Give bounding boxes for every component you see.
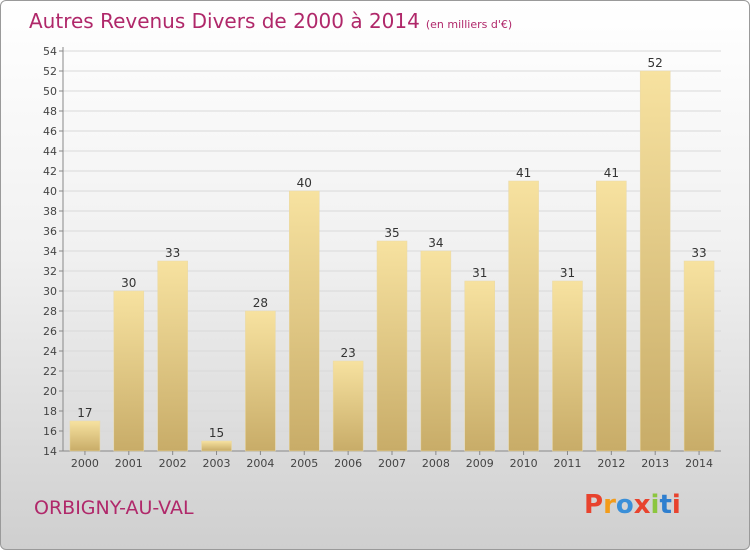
- bar: [420, 250, 452, 452]
- logo-letter: i: [671, 490, 681, 520]
- logo-letter: t: [659, 490, 672, 520]
- y-tick-label: 16: [43, 425, 57, 438]
- x-tick-label: 2004: [246, 457, 274, 470]
- bar: [113, 290, 145, 452]
- data-label: 28: [253, 296, 268, 310]
- proxiti-logo: Proxiti: [584, 490, 681, 520]
- x-tick-label: 2006: [334, 457, 362, 470]
- bar: [289, 190, 320, 452]
- data-label: 33: [165, 246, 180, 260]
- y-tick-label: 18: [43, 405, 57, 418]
- x-tick-label: 2007: [378, 457, 406, 470]
- logo-letter: i: [650, 490, 660, 520]
- x-tick-label: 2001: [115, 457, 143, 470]
- logo-letter: r: [603, 490, 616, 520]
- x-tick-label: 2009: [466, 457, 494, 470]
- y-tick-label: 20: [43, 385, 57, 398]
- bar: [683, 260, 715, 452]
- data-label: 41: [516, 166, 531, 180]
- x-tick-label: 2002: [159, 457, 187, 470]
- data-label: 17: [77, 406, 92, 420]
- y-tick-label: 30: [43, 285, 57, 298]
- x-tick-label: 2010: [510, 457, 538, 470]
- bar: [157, 260, 188, 452]
- data-label: 41: [604, 166, 619, 180]
- bar: [201, 440, 232, 452]
- x-tick-label: 2011: [553, 457, 581, 470]
- y-tick-label: 36: [43, 225, 57, 238]
- y-tick-label: 32: [43, 265, 57, 278]
- bar: [639, 70, 671, 452]
- logo-letter: o: [615, 490, 634, 520]
- x-tick-label: 2013: [641, 457, 669, 470]
- town-name: ORBIGNY-AU-VAL: [34, 497, 194, 519]
- y-tick-label: 38: [43, 205, 57, 218]
- bar: [552, 280, 583, 452]
- x-tick-label: 2008: [422, 457, 450, 470]
- data-label: 34: [428, 236, 443, 250]
- data-label: 15: [209, 426, 224, 440]
- x-tick-label: 2012: [597, 457, 625, 470]
- y-tick-label: 34: [43, 245, 57, 258]
- bar: [69, 420, 101, 452]
- y-tick-label: 48: [43, 105, 57, 118]
- bar: [596, 180, 627, 452]
- data-label: 23: [340, 346, 355, 360]
- bar: [245, 310, 276, 452]
- x-tick-label: 2005: [290, 457, 318, 470]
- chart-title-main: Autres Revenus Divers de 2000 à 2014: [29, 9, 420, 33]
- logo-letter: P: [584, 490, 604, 520]
- bar: [376, 240, 408, 452]
- y-tick-label: 54: [43, 45, 57, 58]
- x-tick-label: 2003: [203, 457, 231, 470]
- data-label: 31: [472, 266, 487, 280]
- bar: [508, 180, 539, 452]
- y-tick-label: 14: [43, 445, 57, 458]
- data-label: 33: [691, 246, 706, 260]
- chart-title: Autres Revenus Divers de 2000 à 2014 (en …: [29, 9, 512, 33]
- x-tick-label: 2014: [685, 457, 713, 470]
- y-tick-label: 46: [43, 125, 57, 138]
- data-label: 30: [121, 276, 136, 290]
- data-label: 40: [297, 176, 312, 190]
- data-label: 52: [648, 56, 663, 70]
- logo-letter: x: [633, 490, 651, 520]
- y-tick-label: 28: [43, 305, 57, 318]
- y-tick-label: 26: [43, 325, 57, 338]
- x-tick-label: 2000: [71, 457, 99, 470]
- y-tick-label: 22: [43, 365, 57, 378]
- y-tick-label: 52: [43, 65, 57, 78]
- data-label: 35: [384, 226, 399, 240]
- data-label: 31: [560, 266, 575, 280]
- chart-title-unit: (en milliers d'€): [425, 18, 513, 31]
- y-tick-label: 44: [43, 145, 57, 158]
- y-tick-label: 50: [43, 85, 57, 98]
- bar: [464, 280, 495, 452]
- y-tick-label: 42: [43, 165, 57, 178]
- bar: [332, 360, 364, 452]
- y-tick-label: 24: [43, 345, 57, 358]
- y-tick-label: 40: [43, 185, 57, 198]
